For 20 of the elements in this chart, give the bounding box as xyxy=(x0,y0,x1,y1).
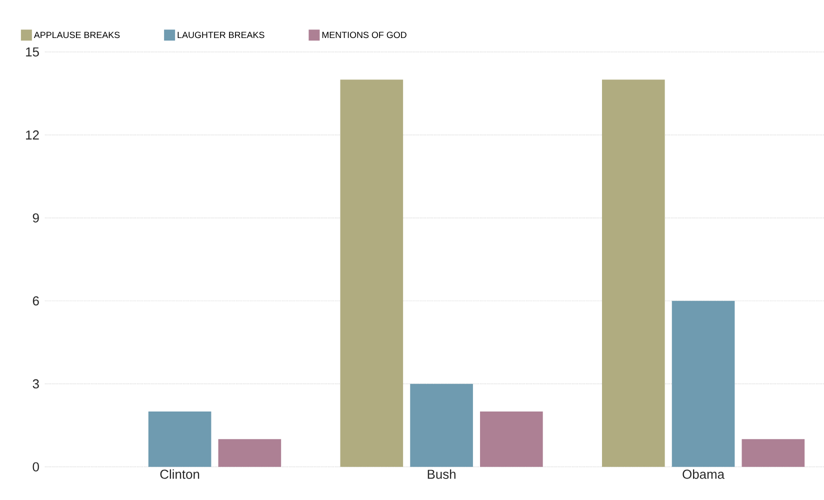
bar xyxy=(410,384,473,467)
y-tick-label: 12 xyxy=(26,130,39,140)
legend-label: LAUGHTER BREAKS xyxy=(178,32,264,38)
x-tick-label: Clinton xyxy=(160,469,200,479)
legend-label: APPLAUSE BREAKS xyxy=(34,32,120,38)
bar xyxy=(602,80,665,467)
bar xyxy=(742,439,805,467)
y-tick-label: 3 xyxy=(32,379,39,389)
y-tick-label: 9 xyxy=(32,213,39,223)
legend-label: MENTIONS OF GOD xyxy=(322,32,406,38)
x-tick-label: Obama xyxy=(682,469,725,479)
y-tick-label: 0 xyxy=(32,462,39,472)
bar xyxy=(218,439,282,467)
y-tick-label: 15 xyxy=(26,48,39,57)
bar xyxy=(672,300,735,467)
bar xyxy=(148,412,212,467)
x-tick-label: Bush xyxy=(428,469,456,479)
bar xyxy=(340,80,404,467)
bar xyxy=(480,412,543,467)
y-tick-label: 6 xyxy=(32,296,39,306)
